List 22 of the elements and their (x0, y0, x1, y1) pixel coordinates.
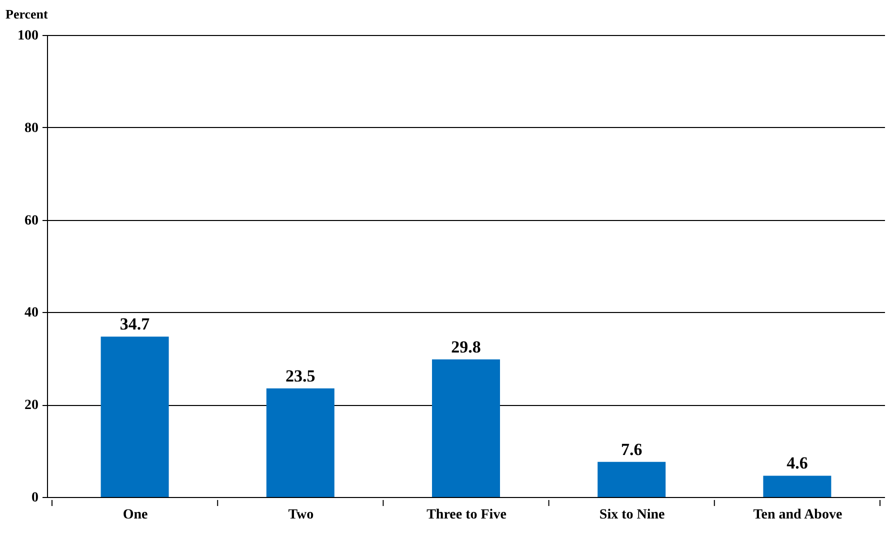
data-label: 34.7 (120, 314, 150, 334)
data-label: 4.6 (786, 454, 808, 473)
bar (763, 476, 832, 497)
data-label: 7.6 (620, 440, 642, 459)
y-tick-label: 80 (24, 120, 38, 136)
x-tick-label: Three to Five (426, 508, 506, 522)
y-tick-label: 100 (18, 28, 38, 44)
y-tick-label: 0 (32, 490, 38, 506)
y-tick-label: 20 (24, 398, 38, 414)
x-tick-label: Two (288, 508, 314, 522)
data-label: 29.8 (451, 337, 481, 356)
y-tick-label: 60 (24, 213, 38, 228)
x-tick-label: Six to Nine (599, 508, 665, 522)
bar (266, 388, 334, 497)
bar (598, 462, 666, 497)
data-label: 23.5 (286, 366, 316, 386)
x-tick-label: One (122, 508, 148, 522)
bar (100, 336, 169, 497)
y-axis-title: Percent (6, 6, 49, 22)
x-tick-label: Ten and Above (753, 508, 842, 522)
y-tick-label: 40 (24, 306, 38, 321)
bar (432, 359, 500, 497)
